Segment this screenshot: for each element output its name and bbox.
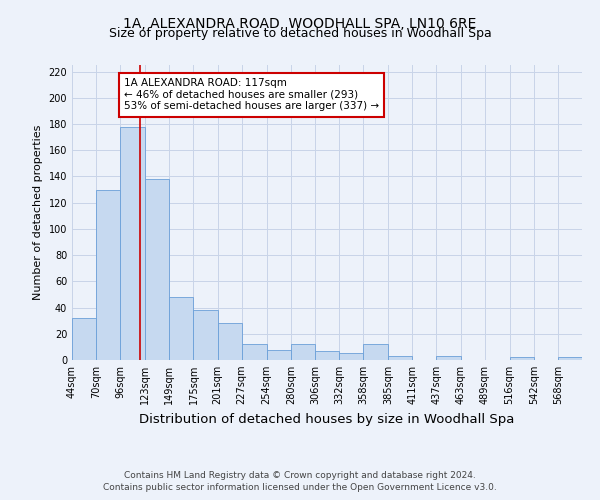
Bar: [169, 297, 193, 360]
Bar: [509, 358, 534, 360]
Bar: [72, 318, 96, 360]
Bar: [339, 354, 363, 360]
Bar: [120, 126, 145, 360]
X-axis label: Distribution of detached houses by size in Woodhall Spa: Distribution of detached houses by size …: [139, 412, 515, 426]
Bar: [558, 358, 582, 360]
Bar: [315, 351, 339, 360]
Bar: [242, 344, 267, 360]
Text: Contains HM Land Registry data © Crown copyright and database right 2024.
Contai: Contains HM Land Registry data © Crown c…: [103, 471, 497, 492]
Bar: [291, 344, 315, 360]
Bar: [145, 179, 169, 360]
Bar: [267, 350, 291, 360]
Text: 1A ALEXANDRA ROAD: 117sqm
← 46% of detached houses are smaller (293)
53% of semi: 1A ALEXANDRA ROAD: 117sqm ← 46% of detac…: [124, 78, 379, 112]
Y-axis label: Number of detached properties: Number of detached properties: [33, 125, 43, 300]
Bar: [363, 344, 388, 360]
Text: 1A, ALEXANDRA ROAD, WOODHALL SPA, LN10 6RE: 1A, ALEXANDRA ROAD, WOODHALL SPA, LN10 6…: [124, 18, 476, 32]
Text: Size of property relative to detached houses in Woodhall Spa: Size of property relative to detached ho…: [109, 28, 491, 40]
Bar: [388, 356, 412, 360]
Bar: [193, 310, 218, 360]
Bar: [96, 190, 120, 360]
Bar: [436, 356, 461, 360]
Bar: [218, 324, 242, 360]
